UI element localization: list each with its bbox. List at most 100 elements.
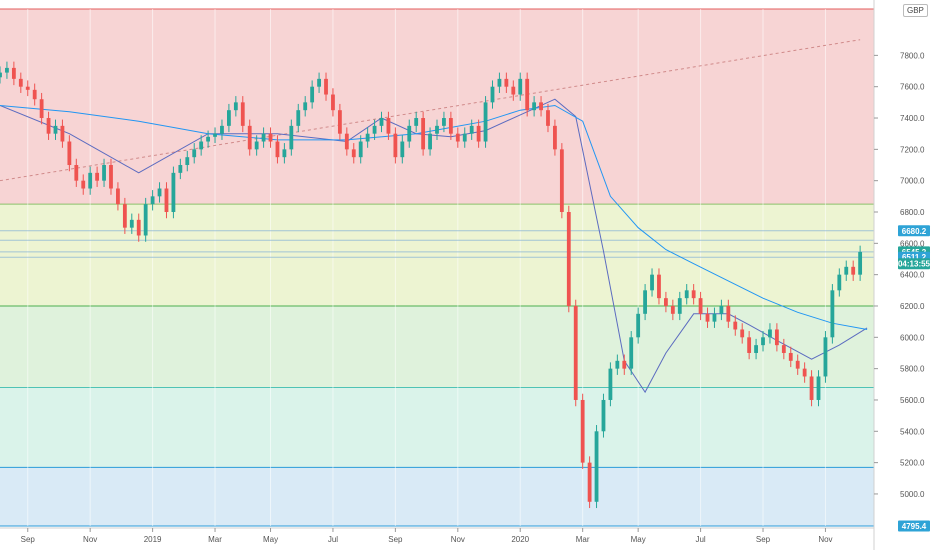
price-badge-label-0: 6680.2 [902,227,927,236]
candle-body [643,290,648,314]
candle-body [754,345,758,353]
candle-body [5,67,9,73]
candle-body [747,337,752,353]
candle-body [192,149,197,158]
candle-body [657,274,661,299]
candle-body [830,290,835,338]
price-tick-label-10: 7000.0 [900,177,925,186]
trendline-line [0,39,861,182]
fib-zone-0 [0,9,874,205]
candle-body [781,345,786,353]
price-tick-label-2: 5400.0 [900,427,925,436]
price-tick-label-14: 7800.0 [900,51,925,60]
candle-body [136,219,141,236]
time-tick-label-0: Sep [21,535,36,544]
candle-body [809,376,814,400]
candle-body [629,337,634,369]
moving-averages [0,98,868,394]
candle-body [573,305,578,400]
candle-body [823,337,828,377]
candle-body [46,118,51,134]
time-tick-label-5: Jul [328,535,338,544]
candle-body [546,110,550,126]
fib-zone-1 [0,204,874,306]
candle-body [116,188,120,205]
candle-body [53,125,58,134]
candle-body [462,133,467,142]
candle-body [761,337,765,346]
candle-body [351,149,356,158]
candle-body [109,165,113,189]
candle-body [0,72,2,78]
price-tick-label-13: 7600.0 [900,83,925,92]
candle-body [740,329,745,338]
candle-body [150,196,155,205]
candle-body [88,172,93,189]
candle-body [81,180,86,189]
candle-body [324,78,328,95]
candle-body [851,266,856,275]
candle-body [691,290,696,299]
candle-body [442,118,446,126]
candles [0,61,863,509]
candle-body [143,204,148,236]
candle-body [435,125,439,134]
candle-body [768,329,772,338]
fib-zone-3 [0,387,874,468]
candle-body [636,313,641,338]
candle-body [844,266,849,275]
candle-body [428,133,432,150]
time-tick-label-12: Sep [756,535,771,544]
price-tick-label-8: 6600.0 [900,239,925,248]
time-tick-label-7: Nov [451,535,465,544]
time-tick-label-13: Nov [818,535,832,544]
candle-body [469,125,474,134]
candle-body [296,110,301,126]
time-tick-label-9: Mar [576,535,590,544]
candle-body [303,102,308,111]
candle-body [525,78,530,111]
candle-body [282,149,287,158]
candle-body [670,305,675,314]
price-badge-label-2: 6511.2 [902,253,927,262]
countdown-label: 04:13:55 [898,260,931,269]
candle-body [11,67,16,79]
candle-body [67,141,72,166]
candle-body [254,141,259,150]
time-tick-label-8: 2020 [511,535,529,544]
time-tick-label-2: 2019 [144,535,162,544]
candle-body [199,141,204,150]
candle-body [95,172,100,181]
price-tick-label-5: 6000.0 [900,333,925,342]
candle-body [157,188,162,197]
sma_short-line [0,98,868,394]
candle-body [275,141,280,158]
candle-body [386,118,391,134]
candle-body [18,78,23,87]
candle-body [594,431,599,502]
candle-body [39,99,44,119]
candle-body [677,298,682,314]
candle-body [539,102,543,111]
candle-body [344,133,349,150]
candle-body [566,212,571,306]
candle-body [102,165,106,181]
fib-zone-4 [0,467,874,526]
candle-body [337,110,342,134]
candle-body [705,313,710,322]
sma_long-line [0,104,868,330]
candle-body [407,125,412,142]
candle-body [247,125,252,150]
candle-body [483,102,488,142]
price-axis: 5000.0 5200.0 5400.0 5600.0 5800.0 6000.0 6200… [873,0,925,550]
candle-body [663,298,668,306]
candle-body [268,133,273,142]
candle-body [226,110,231,126]
price-tick-label-0: 5000.0 [900,490,925,499]
candle-body [553,125,557,150]
candle-body [171,172,176,213]
candle-body [795,360,800,369]
